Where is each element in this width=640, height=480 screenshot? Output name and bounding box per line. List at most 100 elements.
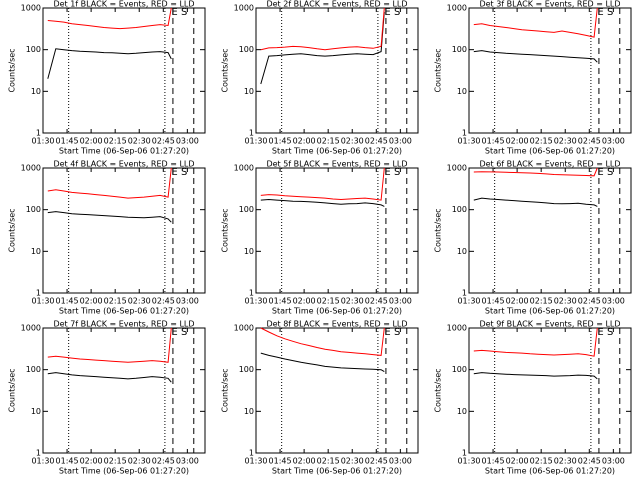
y-tick-label: 10	[244, 87, 254, 96]
x-axis-label: Start Time (06-Sep-06 01:27:20)	[59, 147, 189, 156]
series-line	[260, 7, 385, 51]
y-tick-label: 1	[462, 449, 467, 458]
y-tick-label: 10	[31, 407, 41, 416]
y-axis-label: Counts/sec	[8, 208, 17, 252]
x-tick-label: 01:30	[457, 137, 480, 146]
y-tick-label: 10	[31, 87, 41, 96]
annotation: S	[394, 327, 400, 338]
y-tick-label: 10	[244, 407, 254, 416]
annotation: E	[597, 7, 603, 18]
x-tick-label: 03:00	[389, 457, 412, 466]
y-axis-label: Counts/sec	[434, 208, 443, 252]
annotation: S	[607, 327, 613, 338]
x-tick-label: 02:45	[365, 457, 388, 466]
x-tick-label: 01:45	[482, 457, 505, 466]
x-tick-label: 01:45	[56, 297, 79, 306]
x-tick-label: 02:15	[104, 297, 127, 306]
x-tick-label: 03:00	[389, 297, 412, 306]
x-tick-label: 02:45	[578, 457, 601, 466]
y-tick-label: 100	[239, 205, 254, 214]
annotation: S	[607, 7, 613, 18]
y-tick-label: 1000	[447, 4, 467, 13]
y-tick-label: 1000	[21, 324, 41, 333]
plot-frame	[255, 327, 419, 454]
y-tick-label: 10	[457, 247, 467, 256]
x-tick-label: 03:00	[389, 137, 412, 146]
series-line	[473, 327, 598, 357]
series-line	[260, 11, 385, 85]
x-tick-label: 03:00	[176, 297, 199, 306]
chart-title: Det 5f BLACK = Events, RED = LLD	[266, 160, 407, 169]
y-tick-label: 100	[26, 205, 41, 214]
series-line	[47, 167, 172, 199]
series-line	[47, 211, 172, 223]
x-tick-label: 02:45	[152, 457, 175, 466]
x-tick-label: 02:15	[104, 137, 127, 146]
plot-frame	[468, 327, 632, 454]
x-tick-label: 02:30	[341, 137, 364, 146]
x-tick-label: 02:45	[365, 137, 388, 146]
y-axis-label: Counts/sec	[221, 368, 230, 412]
chart-title: Det 7f BLACK = Events, RED = LLD	[53, 320, 194, 329]
x-tick-label: 01:30	[244, 137, 267, 146]
chart-title: Det 6f BLACK = Events, RED = LLD	[479, 160, 620, 169]
annotation: E	[171, 327, 177, 338]
annotation: E	[384, 167, 390, 178]
x-tick-label: 02:15	[317, 297, 340, 306]
x-tick-label: 02:15	[317, 457, 340, 466]
chart-title: Det 8f BLACK = Events, RED = LLD	[266, 320, 407, 329]
y-tick-label: 100	[452, 365, 467, 374]
x-tick-label: 01:45	[269, 297, 292, 306]
x-tick-label: 02:15	[104, 457, 127, 466]
y-tick-label: 100	[452, 205, 467, 214]
annotation: S	[181, 167, 187, 178]
series-line	[473, 7, 598, 38]
x-tick-label: 02:45	[578, 137, 601, 146]
chart-title: Det 4f BLACK = Events, RED = LLD	[53, 160, 194, 169]
y-tick-label: 10	[457, 87, 467, 96]
annotation: E	[597, 167, 603, 178]
y-tick-label: 1	[249, 289, 254, 298]
chart-title: Det 1f BLACK = Events, RED = LLD	[53, 0, 194, 9]
plot-frame	[42, 167, 206, 294]
x-tick-label: 01:45	[56, 457, 79, 466]
y-tick-label: 1	[36, 129, 41, 138]
chart-title: Det 2f BLACK = Events, RED = LLD	[266, 0, 407, 9]
y-tick-label: 1000	[234, 324, 254, 333]
x-tick-label: 03:00	[176, 137, 199, 146]
x-tick-label: 01:30	[244, 457, 267, 466]
plot-frame	[42, 7, 206, 134]
x-tick-label: 01:45	[482, 137, 505, 146]
y-tick-label: 1	[249, 449, 254, 458]
y-tick-label: 10	[31, 247, 41, 256]
x-tick-label: 01:30	[457, 457, 480, 466]
y-tick-label: 1	[249, 129, 254, 138]
y-axis-label: Counts/sec	[8, 48, 17, 92]
series-line	[47, 7, 172, 30]
x-tick-label: 02:00	[506, 457, 529, 466]
x-tick-label: 02:30	[128, 137, 151, 146]
x-tick-label: 01:30	[31, 297, 54, 306]
x-tick-label: 01:30	[457, 297, 480, 306]
chart-title: Det 3f BLACK = Events, RED = LLD	[479, 0, 620, 9]
x-tick-label: 01:30	[244, 297, 267, 306]
x-tick-label: 01:30	[31, 457, 54, 466]
annotation: E	[171, 167, 177, 178]
x-tick-label: 02:45	[578, 297, 601, 306]
x-tick-label: 01:45	[56, 137, 79, 146]
x-tick-label: 02:30	[128, 297, 151, 306]
y-axis-label: Counts/sec	[221, 208, 230, 252]
x-tick-label: 02:15	[317, 137, 340, 146]
annotation: S	[607, 167, 613, 178]
x-axis-label: Start Time (06-Sep-06 01:27:20)	[485, 147, 615, 156]
x-tick-label: 02:15	[530, 457, 553, 466]
annotation: E	[384, 7, 390, 18]
x-tick-label: 03:00	[602, 297, 625, 306]
series-line	[473, 167, 598, 177]
annotation: S	[394, 167, 400, 178]
x-tick-label: 02:45	[152, 137, 175, 146]
x-tick-label: 02:45	[152, 297, 175, 306]
x-axis-label: Start Time (06-Sep-06 01:27:20)	[272, 307, 402, 316]
